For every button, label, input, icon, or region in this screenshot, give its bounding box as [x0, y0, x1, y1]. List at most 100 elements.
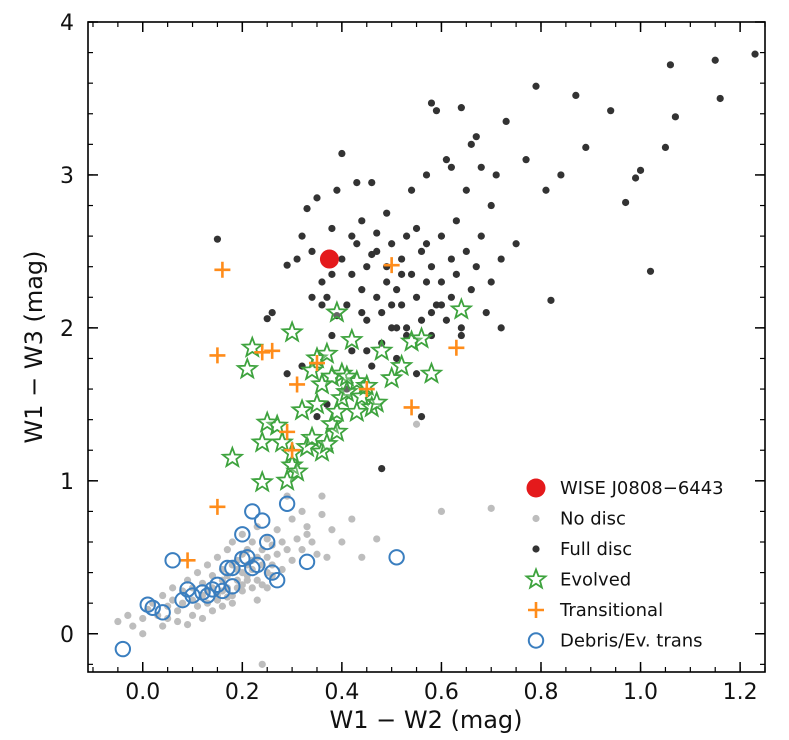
- data-point: [368, 362, 376, 370]
- legend-item: Transitional: [528, 600, 663, 621]
- data-point: [323, 553, 331, 561]
- data-point: [447, 255, 455, 263]
- data-point: [178, 599, 187, 607]
- data-point: [457, 331, 465, 340]
- data-point: [427, 99, 436, 107]
- data-point: [263, 553, 271, 561]
- data-point: [402, 232, 411, 240]
- data-point: [358, 308, 366, 317]
- data-point: [174, 617, 182, 626]
- data-point: [442, 156, 451, 164]
- data-point: [224, 559, 241, 577]
- data-point: [208, 607, 217, 615]
- data-point: [265, 413, 290, 436]
- data-point: [363, 263, 371, 271]
- y-axis-label: W1 − W3 (mag): [20, 250, 48, 443]
- data-point: [472, 133, 480, 141]
- data-point: [402, 331, 411, 340]
- data-point: [174, 607, 182, 615]
- data-point: [407, 270, 416, 278]
- data-point: [437, 278, 446, 286]
- data-point: [646, 267, 655, 275]
- data-point: [432, 301, 441, 309]
- data-point: [254, 344, 271, 361]
- data-point: [497, 324, 505, 332]
- data-point: [313, 412, 321, 421]
- data-point: [129, 622, 137, 630]
- legend-marker: [532, 545, 540, 553]
- data-point: [437, 507, 446, 516]
- data-point: [259, 533, 276, 551]
- legend-label: No disc: [560, 509, 626, 530]
- data-point: [343, 301, 351, 309]
- data-point: [432, 107, 441, 115]
- data-point: [417, 316, 426, 324]
- data-point: [248, 538, 256, 546]
- data-point: [285, 459, 310, 482]
- data-point: [319, 249, 339, 269]
- data-point: [348, 270, 356, 278]
- data-point: [324, 419, 349, 443]
- data-point: [407, 186, 416, 194]
- data-point: [349, 384, 374, 407]
- data-point: [502, 117, 510, 126]
- data-point: [224, 578, 241, 595]
- legend-label: Full disc: [560, 539, 632, 560]
- data-point: [220, 445, 245, 469]
- data-point: [409, 326, 434, 349]
- data-point: [264, 342, 281, 359]
- x-tick-label: 1.0: [623, 680, 658, 705]
- data-point: [462, 186, 470, 194]
- x-tick-label: 0.0: [125, 680, 160, 705]
- data-point: [398, 270, 406, 278]
- legend-label: Evolved: [560, 570, 631, 591]
- data-point: [622, 198, 630, 207]
- data-point: [278, 495, 296, 512]
- data-point: [419, 361, 444, 384]
- data-point: [338, 255, 346, 263]
- data-point: [308, 247, 316, 256]
- data-point: [298, 553, 316, 571]
- data-point: [388, 301, 396, 309]
- data-point: [280, 452, 305, 476]
- data-point: [449, 296, 474, 320]
- data-point: [255, 410, 280, 433]
- y-tick-label: 3: [60, 164, 74, 189]
- data-point: [452, 217, 460, 225]
- data-point: [228, 538, 236, 546]
- data-point: [582, 143, 590, 152]
- data-point: [284, 442, 301, 459]
- data-point: [278, 538, 286, 546]
- data-point: [258, 660, 266, 668]
- data-point: [363, 316, 371, 324]
- data-point: [318, 301, 326, 309]
- data-point: [412, 293, 421, 301]
- data-point: [303, 530, 311, 538]
- data-point: [283, 261, 291, 269]
- data-point: [369, 338, 394, 361]
- data-point: [298, 507, 306, 516]
- data-point: [283, 370, 291, 378]
- data-point: [273, 550, 281, 558]
- x-axis-label: W1 − W2 (mag): [329, 706, 522, 734]
- data-point: [353, 240, 361, 248]
- data-point: [497, 255, 505, 263]
- data-point: [300, 358, 324, 381]
- data-point: [250, 430, 275, 453]
- legend-label: Debris/Ev. trans: [560, 631, 703, 652]
- data-point: [268, 308, 276, 317]
- data-point: [328, 331, 336, 340]
- data-point: [214, 582, 231, 600]
- data-point: [223, 546, 231, 554]
- data-point: [203, 561, 212, 569]
- data-point: [457, 324, 465, 332]
- data-point: [631, 174, 640, 182]
- data-point: [270, 430, 295, 453]
- data-point: [388, 240, 396, 248]
- plot-frame: [87, 21, 766, 673]
- data-point: [364, 390, 389, 413]
- data-point: [305, 391, 329, 415]
- series-big-dot-5: [319, 249, 339, 269]
- data-point: [179, 552, 196, 569]
